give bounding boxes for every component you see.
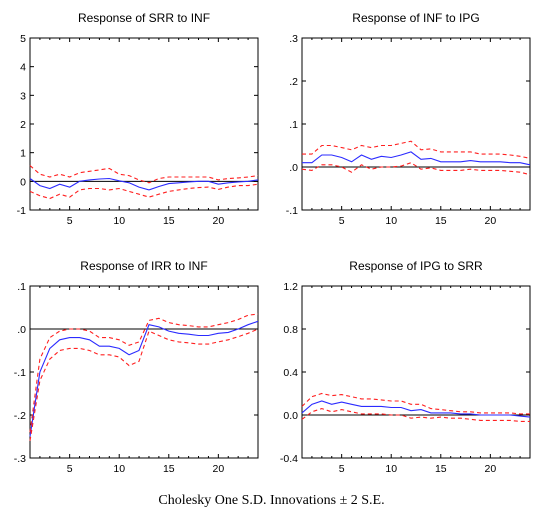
x-tick-label: 10 bbox=[113, 215, 125, 227]
response-line bbox=[29, 177, 259, 191]
y-tick-label: 0.0 bbox=[283, 410, 298, 422]
y-tick-label: 0.4 bbox=[283, 367, 298, 379]
plot-frame bbox=[301, 285, 531, 459]
y-tick-label: 1.2 bbox=[283, 281, 298, 293]
y-tick-label: 2 bbox=[20, 119, 26, 131]
x-tick-label: 20 bbox=[213, 463, 225, 475]
y-tick-label: -1 bbox=[17, 205, 26, 217]
x-tick-label: 5 bbox=[67, 463, 73, 475]
upper-band-line bbox=[301, 392, 530, 415]
y-tick-label: -.1 bbox=[286, 205, 298, 217]
plot-frame bbox=[29, 37, 259, 211]
y-tick-label: 4 bbox=[20, 62, 26, 74]
upper-band-line bbox=[29, 165, 259, 184]
x-tick-label: 10 bbox=[385, 463, 397, 475]
panel-title: Response of INF to IPG bbox=[352, 11, 479, 25]
panel-title: Response of IRR to INF bbox=[80, 259, 207, 273]
response-line bbox=[301, 400, 531, 418]
x-tick-label: 5 bbox=[67, 215, 73, 227]
plot-frame bbox=[301, 37, 531, 211]
y-tick-label: 0.8 bbox=[283, 324, 298, 336]
chart-panel-4: Response of IPG to SRR -0.4 0.0 0.4 0.8 1.2 5 1… bbox=[280, 259, 531, 475]
y-tick-label: -.1 bbox=[14, 367, 26, 379]
y-tick-label: 0 bbox=[20, 176, 26, 188]
response-line bbox=[302, 151, 531, 166]
y-tick-label: .0 bbox=[289, 162, 298, 174]
y-tick-label: 1 bbox=[20, 148, 26, 160]
x-tick-label: 15 bbox=[163, 215, 175, 227]
y-tick-label: .2 bbox=[289, 76, 298, 88]
y-tick-label: .1 bbox=[289, 119, 298, 131]
x-tick-label: 15 bbox=[435, 463, 447, 475]
lower-band-line bbox=[29, 183, 259, 200]
x-tick-label: 5 bbox=[339, 215, 345, 227]
x-tick-label: 15 bbox=[435, 215, 447, 227]
x-tick-label: 10 bbox=[113, 463, 125, 475]
y-tick-label: .3 bbox=[289, 33, 298, 45]
x-tick-label: 15 bbox=[163, 463, 175, 475]
upper-band-line bbox=[302, 140, 531, 159]
y-tick-label: -0.4 bbox=[280, 453, 298, 465]
y-tick-label: .1 bbox=[17, 281, 26, 293]
lower-band-line bbox=[29, 328, 259, 441]
y-tick-label: 3 bbox=[20, 90, 26, 102]
upper-band-line bbox=[29, 313, 259, 433]
x-tick-label: 20 bbox=[485, 463, 497, 475]
response-line bbox=[29, 320, 259, 437]
x-tick-label: 20 bbox=[213, 215, 225, 227]
chart-panel-1: Response of SRR to INF -1 0 1 2 3 4 5 5 10 15 20 bbox=[17, 11, 259, 227]
figure-caption: Cholesky One S.D. Innovations ± 2 S.E. bbox=[158, 493, 385, 508]
plot-frame bbox=[29, 285, 259, 459]
x-tick-label: 5 bbox=[339, 463, 345, 475]
panel-title: Response of SRR to INF bbox=[78, 11, 210, 25]
chart-panel-3: Response of IRR to INF -.3 -.2 -.1 .0 .1 5 10 15… bbox=[14, 259, 259, 475]
x-tick-label: 10 bbox=[385, 215, 397, 227]
chart-panel-2: Response of INF to IPG -.1 .0 .1 .2 .3 5 10 15 20 bbox=[286, 11, 531, 227]
lower-band-line bbox=[301, 162, 531, 176]
y-tick-label: .0 bbox=[17, 324, 26, 336]
panel-title: Response of IPG to SRR bbox=[349, 259, 483, 273]
y-tick-label: -.2 bbox=[14, 410, 26, 422]
y-tick-label: 5 bbox=[20, 33, 26, 45]
y-tick-label: -.3 bbox=[14, 453, 26, 465]
x-tick-label: 20 bbox=[485, 215, 497, 227]
